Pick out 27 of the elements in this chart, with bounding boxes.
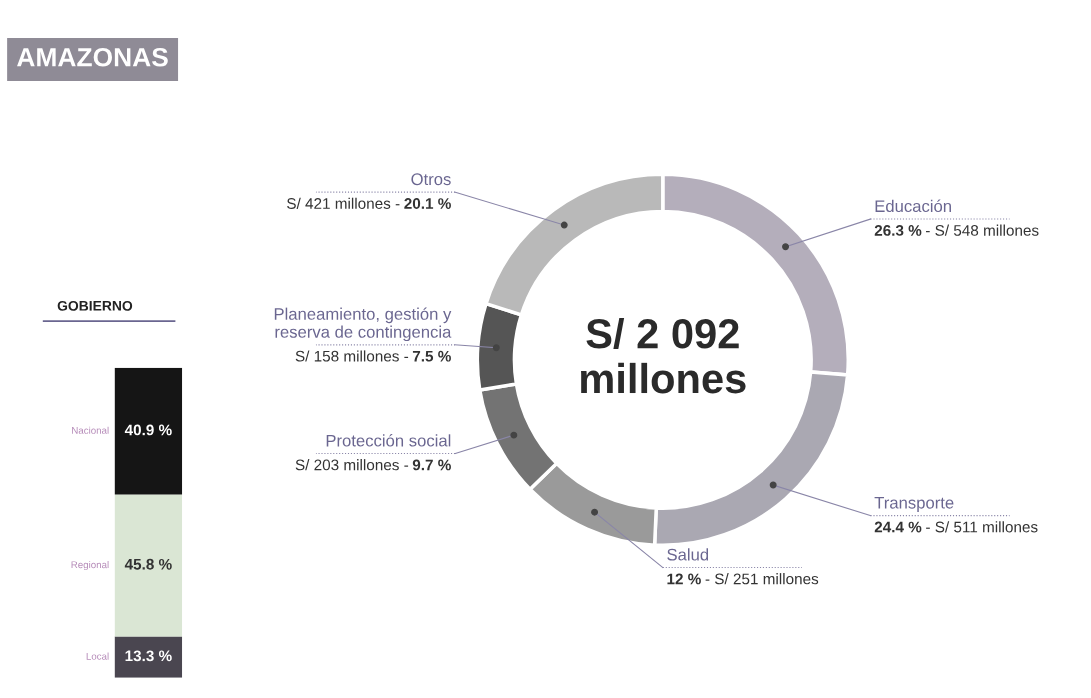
slice-label: Salud: [667, 548, 709, 561]
text: S/ 203 millones -: [295, 459, 409, 471]
text: - S/ 511 millones: [926, 521, 1038, 533]
series-label: Nacional: [72, 426, 109, 434]
series-label: Local: [86, 652, 109, 660]
slice-label: Educación: [875, 199, 951, 213]
data-label: 24.4 %: [874, 521, 922, 533]
data-label: 45.8 %: [124, 558, 172, 570]
data-label: 9.7 %: [412, 459, 451, 471]
data-label: 13.3 %: [125, 650, 172, 662]
data-label: 12 %: [667, 573, 701, 585]
data-label: 26.3 %: [874, 225, 922, 236]
data-label: 20.1 %: [404, 198, 451, 209]
series-label: Regional: [71, 561, 109, 571]
slice-label: Planeamiento, gestión y reserva de contingencia: [274, 307, 452, 342]
slice-label: Otros: [411, 173, 451, 186]
text: S/ 158 millones -: [295, 350, 409, 362]
data-label: 40.9 %: [124, 424, 172, 436]
text: - S/ 251 millones: [705, 573, 819, 585]
text: - S/ 548 millones: [925, 224, 1039, 236]
slice-label: Transporte: [874, 497, 954, 512]
slice-label: Protección social: [326, 434, 451, 447]
text: S/ 2 092 millones: [581, 317, 746, 394]
data-label: 7.5 %: [412, 350, 451, 362]
text: S/ 421 millones -: [287, 197, 400, 209]
chart-title: AMAZONAS: [17, 47, 168, 67]
chart-title: GOBIERNO: [57, 300, 133, 311]
